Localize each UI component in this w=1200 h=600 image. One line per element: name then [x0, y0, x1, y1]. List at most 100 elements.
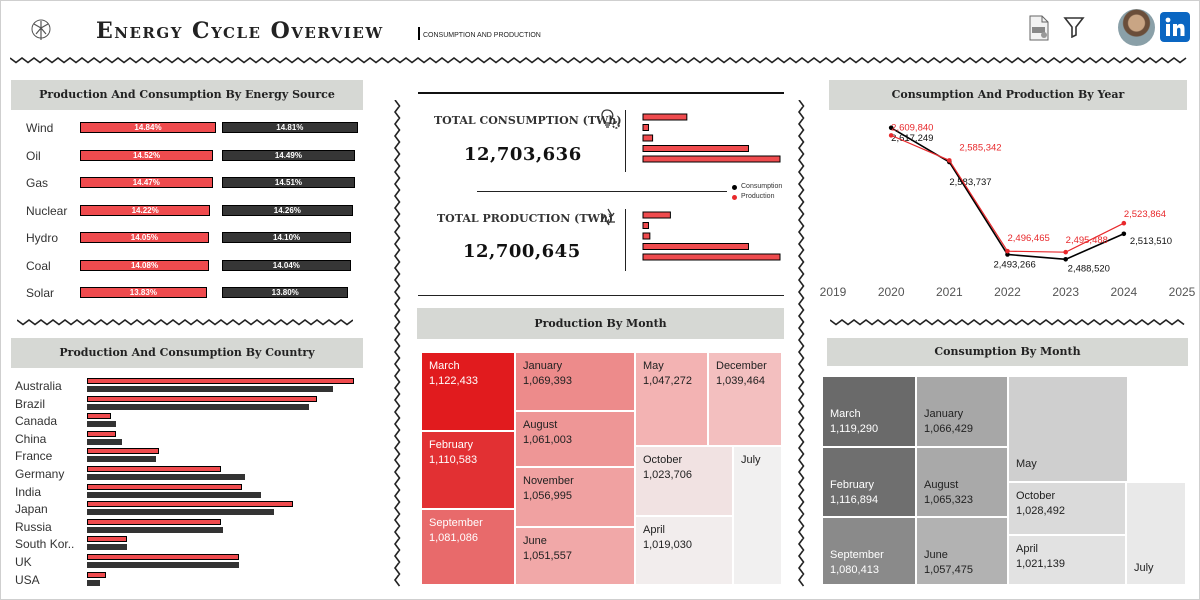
kpi-top-rule [418, 92, 784, 94]
treemap-cell[interactable]: March 1,119,290 [822, 376, 916, 447]
treemap-month: July [1134, 562, 1154, 574]
source-production-pct: 14.81% [276, 123, 304, 132]
treemap-value: 1,028,492 [1016, 505, 1065, 517]
year-line-chart: 2019 2020 2021 2022 2023 2024 2025 2,617,249 2,5… [820, 122, 1196, 299]
treemap-month: November [523, 475, 574, 487]
data-label: 2,583,737 [949, 177, 991, 188]
production-month-treemap: March 1,122,433 February 1,110,583 September… [421, 352, 782, 585]
country-consumption-bar [87, 395, 317, 402]
treemap-cell[interactable]: April 1,021,139 [1008, 535, 1126, 585]
data-point[interactable] [1005, 252, 1010, 257]
data-point[interactable] [888, 125, 894, 131]
treemap-cell[interactable]: January 1,069,393 [515, 352, 635, 411]
data-point[interactable] [1063, 249, 1068, 255]
x-tick-label: 2023 [1052, 285, 1079, 299]
country-production-bar [87, 509, 274, 516]
treemap-value: 1,056,995 [523, 490, 572, 502]
production-mini-chart [642, 211, 781, 261]
pdf-export-icon[interactable] [1027, 15, 1051, 46]
source-production-pct: 14.04% [272, 260, 300, 270]
country-production-bar [87, 386, 333, 392]
treemap-cell[interactable]: April 1,019,030 [635, 516, 733, 585]
treemap-cell[interactable]: December 1,039,464 [708, 352, 782, 446]
legend-consumption-dot [732, 185, 737, 190]
production-mini-bar [642, 253, 781, 261]
total-consumption-value: 12,703,636 [464, 144, 582, 165]
source-row-label: Solar [26, 286, 55, 300]
consumption-mini-bar [642, 113, 688, 121]
country-row-label: Russia [15, 519, 52, 534]
treemap-cell[interactable]: March 1,122,433 [421, 352, 515, 431]
source-consumption-pct: 14.47% [132, 178, 160, 187]
mini-chart-legend: Consumption Production [732, 183, 792, 203]
source-consumption-bar: 14.05% [80, 232, 209, 243]
data-point[interactable] [1121, 220, 1127, 226]
treemap-cell[interactable]: August 1,065,323 [916, 447, 1008, 517]
data-point[interactable] [947, 158, 952, 163]
consumption-mini-bar [642, 134, 654, 142]
treemap-month: March [830, 408, 861, 420]
source-consumption-bar: 14.22% [80, 204, 211, 216]
data-point[interactable] [1063, 256, 1068, 262]
country-consumption-bar [87, 483, 242, 490]
treemap-cell[interactable]: February 1,116,894 [822, 447, 916, 517]
production-mini-bar [642, 211, 671, 219]
data-label: 2,585,342 [959, 142, 1001, 153]
treemap-cell[interactable]: November 1,056,995 [515, 467, 635, 527]
data-label: 2,496,465 [1008, 233, 1050, 244]
treemap-value: 1,047,272 [643, 375, 692, 387]
source-consumption-bar: 14.47% [80, 177, 213, 188]
data-point[interactable] [1005, 248, 1010, 254]
country-row-label: Brazil [15, 396, 46, 411]
kpi-bottom-rule [418, 295, 784, 296]
country-production-bar [87, 526, 224, 533]
filter-icon[interactable] [1063, 16, 1085, 43]
total-production-label: TOTAL PRODUCTION (TWh) [437, 212, 614, 225]
source-panel-title: Production And Consumption By Energy Sou… [11, 80, 363, 110]
treemap-cell[interactable]: June 1,051,557 [515, 527, 635, 585]
data-label: 2,523,864 [1124, 209, 1166, 220]
treemap-cell[interactable]: June 1,057,475 [916, 517, 1008, 585]
country-row-label: Japan [15, 502, 48, 517]
right-divider [830, 319, 1185, 326]
treemap-value: 1,061,003 [523, 434, 572, 446]
source-production-pct: 14.26% [273, 205, 301, 215]
treemap-cell[interactable]: September 1,081,086 [421, 509, 515, 585]
source-production-bar: 14.10% [222, 232, 352, 243]
treemap-cell[interactable]: October 1,023,706 [635, 446, 733, 516]
country-production-bar [87, 562, 240, 568]
treemap-value: 1,122,433 [429, 375, 478, 387]
left-divider [17, 319, 353, 326]
center-left-divider [394, 100, 401, 587]
source-production-bar: 13.80% [222, 287, 349, 298]
treemap-cell[interactable]: May 1,047,272 [635, 352, 708, 446]
treemap-cell[interactable]: January 1,066,429 [916, 376, 1008, 447]
avatar[interactable] [1118, 9, 1155, 46]
data-point[interactable] [1121, 231, 1127, 237]
source-row-label: Wind [26, 121, 54, 135]
kpi-middle-rule [477, 191, 727, 192]
treemap-cell[interactable]: May [1008, 376, 1128, 482]
treemap-value: 1,021,139 [1016, 558, 1065, 570]
country-row-label: China [15, 431, 47, 446]
treemap-cell[interactable]: February 1,110,583 [421, 431, 515, 509]
treemap-cell[interactable]: July [1126, 482, 1186, 585]
year-chart-title: Consumption And Production By Year [829, 80, 1187, 110]
country-consumption-bar [87, 536, 128, 543]
source-production-pct: 13.80% [271, 288, 299, 297]
treemap-cell[interactable]: August 1,061,003 [515, 411, 635, 467]
x-tick-label: 2019 [820, 285, 847, 299]
treemap-cell[interactable]: September 1,080,413 [822, 517, 916, 585]
treemap-cell[interactable]: July [733, 446, 782, 585]
country-row-label: Australia [15, 379, 62, 393]
treemap-cell[interactable]: October 1,028,492 [1008, 482, 1126, 535]
source-production-pct: 14.49% [274, 150, 302, 160]
data-point[interactable] [888, 133, 894, 138]
treemap-value: 1,023,706 [643, 469, 692, 481]
country-production-bar [87, 579, 101, 586]
country-consumption-bar [87, 448, 160, 455]
country-consumption-bar [87, 378, 354, 384]
data-label: 2,609,840 [891, 122, 933, 133]
source-consumption-pct: 14.08% [130, 260, 159, 270]
linkedin-icon[interactable] [1160, 12, 1190, 42]
